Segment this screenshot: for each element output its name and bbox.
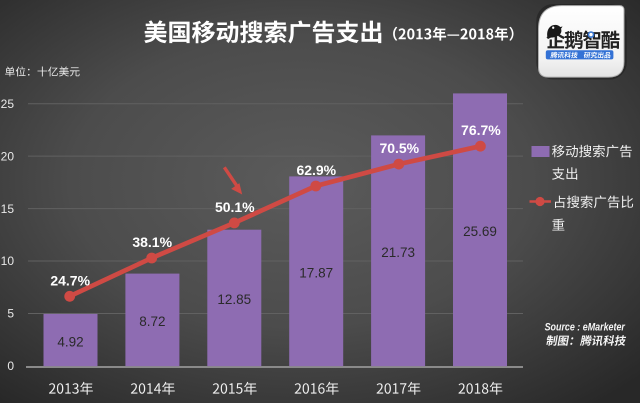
svg-text:10: 10 <box>1 254 15 268</box>
svg-text:50.1%: 50.1% <box>215 199 255 215</box>
svg-text:20: 20 <box>1 149 15 163</box>
svg-text:5: 5 <box>7 307 14 321</box>
svg-text:12.85: 12.85 <box>217 292 251 307</box>
svg-text:76.7%: 76.7% <box>461 122 501 138</box>
svg-text:17.87: 17.87 <box>299 266 333 281</box>
svg-text:21.73: 21.73 <box>381 245 415 260</box>
svg-text:4.92: 4.92 <box>57 334 83 349</box>
svg-text:24.7%: 24.7% <box>50 272 90 288</box>
svg-text:38.1%: 38.1% <box>132 234 172 250</box>
svg-text:0: 0 <box>7 359 14 373</box>
svg-text:62.9%: 62.9% <box>296 162 336 178</box>
svg-text:Source : eMarketer: Source : eMarketer <box>545 321 626 333</box>
svg-text:25.69: 25.69 <box>463 224 497 239</box>
svg-text:15: 15 <box>1 202 15 216</box>
svg-text:70.5%: 70.5% <box>379 140 419 156</box>
svg-text:25: 25 <box>1 97 15 111</box>
svg-text:8.72: 8.72 <box>139 314 165 329</box>
